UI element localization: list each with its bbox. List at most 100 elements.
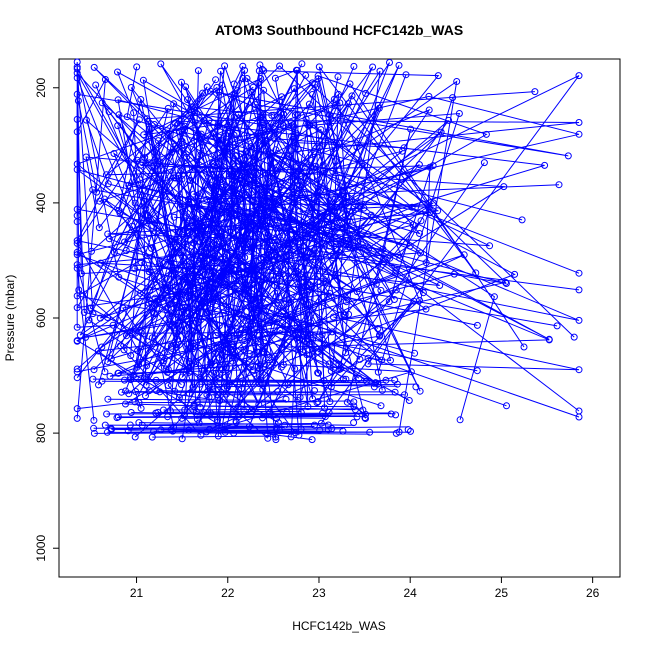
data-point — [190, 164, 198, 172]
profile-line — [101, 380, 367, 384]
data-point — [455, 110, 463, 117]
data-point — [153, 387, 161, 395]
data-point — [325, 409, 333, 416]
data-point — [267, 157, 275, 165]
profile-line — [76, 208, 331, 421]
data-point — [449, 94, 457, 102]
profile-line — [104, 70, 360, 379]
profile-line — [199, 383, 398, 387]
data-point — [246, 270, 254, 278]
data-point — [178, 414, 186, 422]
data-point — [135, 419, 143, 427]
data-point — [221, 62, 229, 70]
profile-line — [75, 72, 507, 407]
data-point — [416, 296, 423, 304]
data-point — [287, 119, 295, 127]
data-point — [406, 242, 414, 250]
profile-line — [167, 135, 300, 436]
data-point — [248, 245, 256, 252]
data-point — [330, 207, 338, 215]
data-point — [310, 148, 318, 155]
data-point — [122, 400, 129, 408]
data-point — [419, 289, 427, 297]
profile-line — [148, 93, 296, 433]
profile-line — [213, 66, 477, 369]
data-point — [545, 335, 553, 343]
data-point — [327, 383, 335, 391]
data-point — [140, 131, 148, 139]
data-point — [456, 416, 464, 424]
data-point — [152, 376, 160, 384]
data-point — [222, 390, 230, 398]
data-point — [387, 356, 394, 364]
profile-line — [156, 379, 386, 383]
data-point — [292, 66, 300, 74]
data-point — [143, 362, 151, 370]
y-axis: 200 400 600 800 1000 — [34, 77, 60, 562]
data-point — [82, 333, 90, 341]
profile-line — [158, 103, 421, 380]
x-axis: 21 22 23 24 25 26 — [130, 576, 600, 600]
data-point — [103, 410, 111, 418]
data-point — [142, 205, 150, 213]
data-point — [217, 232, 225, 240]
data-point — [73, 239, 81, 247]
profile-line — [193, 405, 354, 408]
data-point — [366, 428, 374, 436]
data-point — [110, 150, 118, 157]
data-point — [315, 144, 323, 152]
data-point — [133, 363, 141, 371]
data-point — [520, 343, 528, 351]
data-point — [364, 354, 372, 362]
data-point — [125, 181, 133, 189]
data-point — [482, 130, 490, 138]
profile-line — [138, 422, 354, 426]
profile-line — [145, 81, 273, 370]
y-tick-label: 200 — [34, 77, 48, 97]
data-point — [115, 369, 122, 377]
data-point — [281, 421, 289, 429]
data-point — [215, 133, 223, 141]
x-tick-label: 21 — [130, 586, 144, 600]
data-point — [416, 387, 424, 395]
data-point — [306, 340, 314, 348]
data-point — [73, 414, 81, 422]
data-point — [203, 83, 211, 91]
data-point — [92, 81, 100, 89]
data-point — [230, 113, 238, 121]
data-point — [139, 159, 147, 167]
data-point — [183, 224, 191, 231]
data-point — [241, 281, 249, 289]
profile-line — [181, 189, 262, 439]
data-point — [575, 316, 583, 324]
x-tick-label: 25 — [495, 586, 509, 600]
data-point — [303, 253, 311, 261]
data-point — [197, 431, 205, 439]
data-point — [355, 374, 363, 382]
data-point — [185, 358, 193, 365]
profile-line — [237, 76, 340, 364]
profile-line — [88, 127, 550, 386]
data-point — [110, 249, 118, 256]
data-point — [135, 399, 143, 407]
y-tick-label: 600 — [34, 308, 48, 328]
data-point — [104, 314, 112, 321]
data-point — [405, 397, 413, 404]
data-point — [564, 152, 572, 160]
data-point — [316, 319, 324, 326]
data-point — [473, 367, 481, 375]
data-point — [316, 426, 324, 434]
data-point — [315, 63, 323, 71]
data-point — [73, 365, 81, 373]
data-point — [291, 365, 299, 373]
chart-title: ATOM3 Southbound HCFC142b_WAS — [215, 22, 463, 38]
data-point — [121, 238, 128, 246]
data-point — [85, 316, 93, 324]
data-point — [90, 63, 98, 71]
profile-line — [136, 102, 336, 370]
profile-line — [152, 435, 276, 438]
data-point — [294, 283, 302, 291]
data-point — [120, 346, 128, 354]
data-point — [197, 130, 205, 138]
data-point — [305, 100, 313, 108]
